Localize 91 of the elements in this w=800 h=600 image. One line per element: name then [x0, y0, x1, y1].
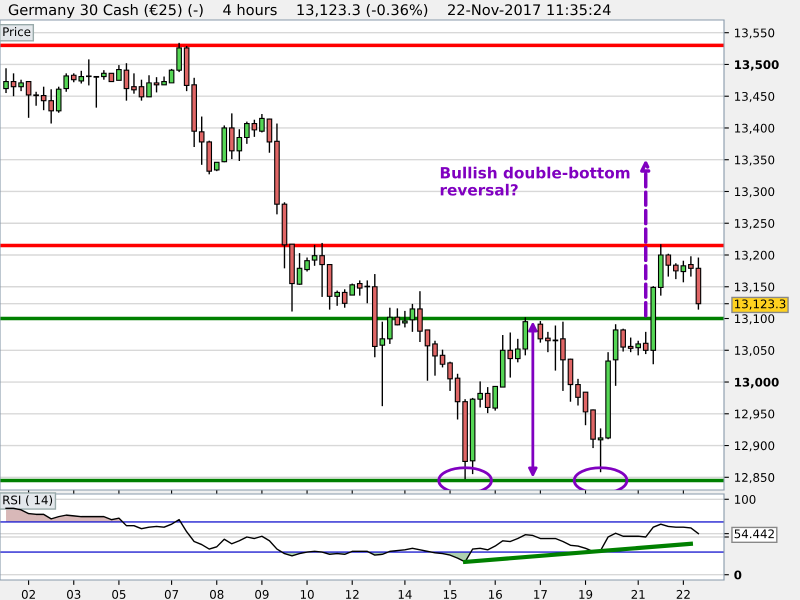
candlestick — [101, 69, 107, 80]
x-tick-label: 17 — [534, 590, 547, 599]
candlestick — [252, 119, 258, 138]
x-tick-label: 10 — [300, 590, 314, 599]
candlestick — [228, 112, 235, 160]
candlestick — [364, 280, 370, 304]
y-tick-label: 13,350 — [735, 155, 774, 166]
candlestick — [394, 308, 400, 326]
line-series — [5, 508, 700, 563]
candlestick — [665, 253, 672, 278]
x-tick-label: 21 — [632, 590, 645, 599]
candlestick — [492, 386, 498, 412]
x-tick-label: 05 — [112, 590, 126, 599]
y-tick-label: 13,550 — [735, 28, 774, 39]
candlestick — [538, 320, 544, 344]
candlestick — [410, 303, 416, 333]
y-tick-label: 12,850 — [735, 473, 774, 484]
candlestick — [26, 80, 32, 119]
candlestick — [380, 320, 386, 407]
candlestick — [356, 280, 363, 296]
candlestick — [40, 86, 46, 111]
y-axis-title: RSI ( 14) — [3, 495, 52, 506]
candlestick — [334, 290, 340, 307]
candlestick — [312, 244, 318, 266]
candlestick — [78, 70, 84, 84]
x-tick-label: 16 — [488, 590, 502, 599]
candlestick — [244, 120, 250, 145]
candlestick — [168, 68, 174, 84]
candlestick — [387, 307, 393, 345]
x-tick-label: 08 — [210, 590, 224, 599]
candlestick — [552, 324, 558, 372]
x-tick-label: 09 — [255, 590, 269, 599]
candlestick — [94, 76, 100, 108]
y-tick-label: 13,200 — [735, 250, 774, 261]
candlestick — [56, 86, 62, 114]
candlestick — [688, 256, 694, 278]
candlestick — [545, 331, 551, 353]
y-tick-label: 12,900 — [735, 441, 774, 452]
x-tick-label: 19 — [579, 590, 592, 599]
y-tick-label: 0 — [734, 570, 742, 580]
candlestick — [635, 340, 642, 356]
annotation: Bullish double-bottom reversal? — [440, 166, 630, 196]
y-tick-label: 13,500 — [735, 60, 779, 71]
y-tick-label: 13,123.3 — [735, 299, 786, 310]
candlestick — [116, 64, 122, 82]
candlestick — [507, 332, 514, 378]
candlestick — [86, 58, 92, 86]
y-tick-label: 13,250 — [735, 218, 774, 230]
candlestick — [402, 310, 408, 328]
candlestick — [259, 113, 265, 134]
candlestick — [514, 338, 521, 364]
candlestick — [266, 118, 272, 154]
candlestick — [176, 42, 182, 73]
y-tick-label: 13,300 — [735, 187, 774, 198]
x-tick-label: 15 — [444, 590, 457, 599]
y-axis-title: Price — [3, 27, 30, 36]
chart-title: Germany 30 Cash (€25) (-) 4 hours 13,123.3 (-0.36%) 22-Nov-2017 11:35:24 — [8, 4, 611, 18]
candlestick — [598, 428, 604, 473]
candlestick — [349, 282, 356, 296]
candlestick — [342, 288, 348, 308]
x-tick-label: 22 — [676, 590, 690, 599]
y-tick-label: 13,100 — [735, 314, 774, 324]
x-tick-label: 02 — [22, 590, 35, 599]
candlestick — [18, 79, 24, 92]
y-tick-label: 13,050 — [735, 346, 774, 356]
candlestick — [63, 72, 70, 92]
candlestick — [628, 336, 634, 353]
candlestick — [673, 262, 679, 280]
candlestick — [319, 242, 325, 298]
x-tick-label: 14 — [398, 590, 412, 599]
candlestick — [477, 380, 483, 408]
y-tick-label: 13,000 — [735, 378, 779, 388]
candlestick — [33, 91, 39, 106]
y-tick-label: 13,400 — [735, 124, 774, 134]
x-tick-label: 03 — [67, 590, 80, 599]
y-tick-label: 54.442 — [734, 529, 774, 538]
candlestick — [198, 116, 205, 166]
candlestick — [484, 386, 490, 414]
x-tick-label: 07 — [164, 590, 178, 599]
candlestick — [48, 88, 54, 124]
y-tick-label: 13,450 — [735, 92, 774, 102]
candlestick — [124, 62, 130, 102]
candlestick — [236, 128, 242, 162]
candlestick — [620, 328, 626, 352]
candlestick — [642, 331, 649, 355]
candlestick — [680, 260, 686, 284]
candlestick — [454, 373, 460, 420]
y-tick-label: 12,950 — [735, 410, 774, 420]
y-tick-label: 13,150 — [735, 282, 774, 293]
x-tick-label: 12 — [346, 590, 359, 599]
y-tick-label: 100 — [735, 495, 756, 504]
